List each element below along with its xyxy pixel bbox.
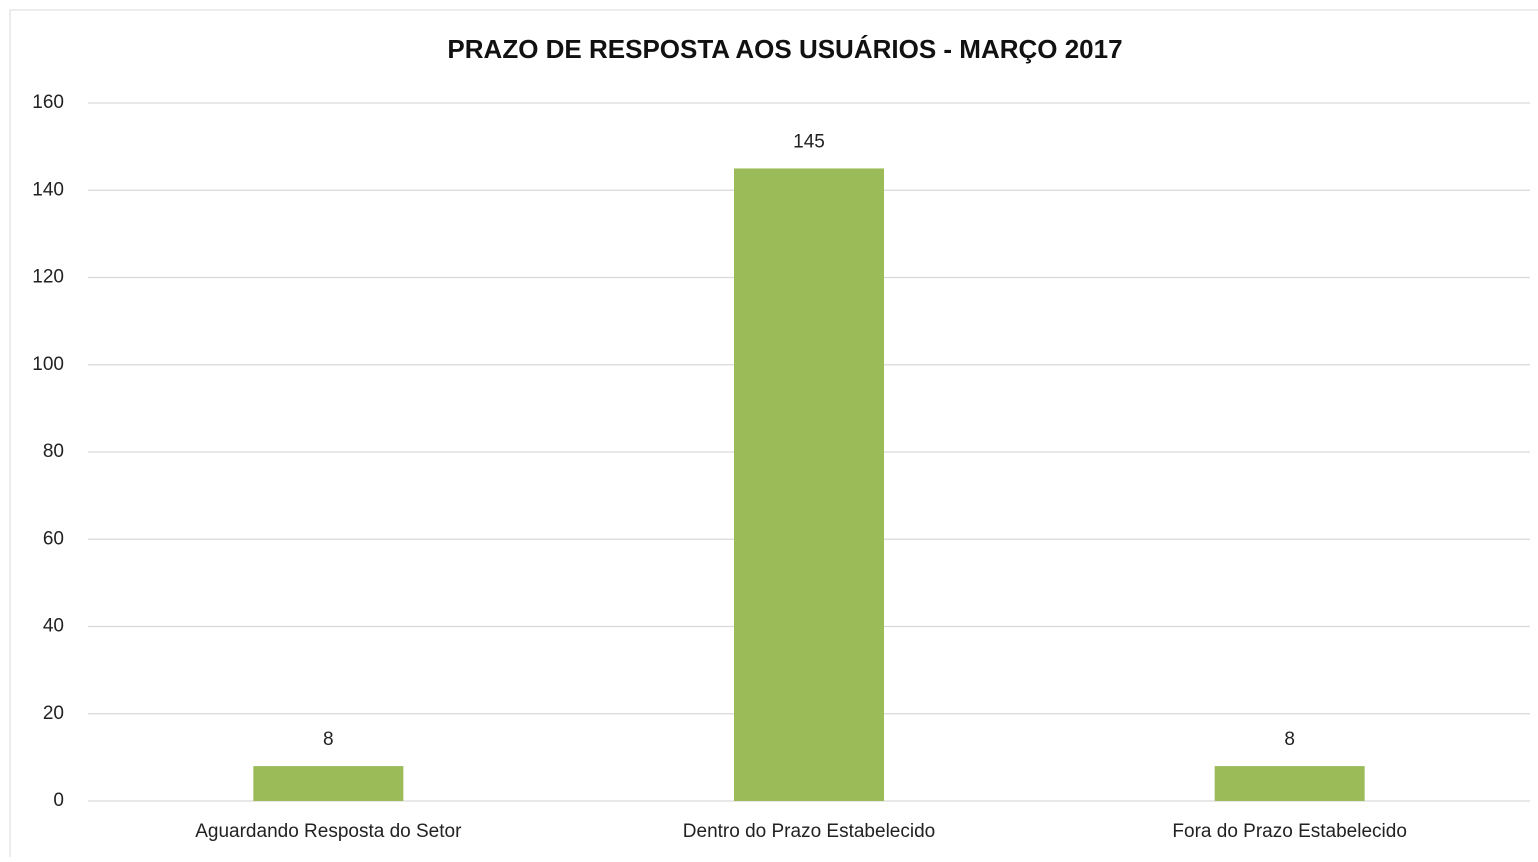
y-tick-label: 160 — [32, 92, 64, 113]
bar — [253, 766, 404, 801]
y-tick-label: 80 — [43, 441, 64, 462]
data-label: 8 — [323, 729, 334, 750]
y-tick-label: 140 — [32, 179, 64, 200]
bar — [1214, 766, 1365, 801]
chart-title: PRAZO DE RESPOSTA AOS USUÁRIOS - MARÇO 2… — [447, 34, 1122, 64]
x-tick-label: Aguardando Resposta do Setor — [195, 821, 462, 842]
y-tick-label: 60 — [43, 528, 64, 549]
y-tick-label: 120 — [32, 267, 64, 288]
bar — [734, 168, 884, 801]
data-label: 8 — [1284, 729, 1295, 750]
x-tick-label: Fora do Prazo Estabelecido — [1172, 821, 1406, 842]
y-tick-label: 100 — [32, 354, 64, 375]
y-tick-label: 40 — [43, 616, 64, 637]
x-tick-label: Dentro do Prazo Estabelecido — [683, 821, 935, 842]
y-tick-label: 20 — [43, 703, 64, 724]
data-label: 145 — [793, 131, 825, 152]
y-tick-label: 0 — [53, 790, 64, 811]
